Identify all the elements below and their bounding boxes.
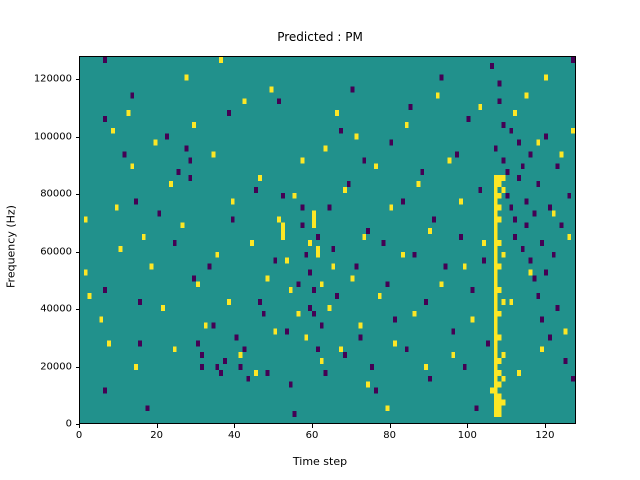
heatmap-image	[80, 57, 575, 423]
y-tick-mark	[75, 366, 79, 368]
y-tick-mark	[75, 309, 79, 310]
x-tick-mark	[544, 424, 546, 428]
x-tick-label: 60	[305, 430, 319, 441]
y-tick-label: 80000	[40, 188, 72, 200]
x-tick-mark	[156, 424, 158, 428]
y-tick-mark	[75, 424, 79, 425]
x-tick-mark	[79, 424, 80, 428]
y-tick-mark	[75, 194, 79, 195]
y-tick-mark	[75, 251, 79, 253]
x-tick-label: 0	[75, 430, 83, 441]
x-tick-label: 20	[150, 430, 164, 441]
y-tick-label: 60000	[40, 246, 72, 257]
x-axis-label: Time step	[292, 455, 348, 468]
y-tick-mark	[75, 136, 79, 138]
y-tick-label: 0	[65, 418, 72, 430]
y-tick-label: 40000	[40, 303, 72, 315]
x-tick-label: 120	[535, 430, 555, 441]
chart-title: Predicted : PM	[277, 30, 363, 44]
x-tick-label: 100	[457, 430, 477, 441]
y-tick-label: 100000	[33, 131, 72, 142]
heatmap-plot-area[interactable]	[79, 56, 576, 424]
x-tick-mark	[234, 424, 236, 428]
y-tick-mark	[75, 79, 79, 80]
x-tick-mark	[467, 424, 469, 428]
x-tick-mark	[311, 424, 313, 428]
x-tick-label: 80	[383, 430, 396, 441]
x-tick-label: 40	[227, 430, 241, 441]
y-tick-label: 120000	[33, 73, 72, 85]
y-tick-label: 20000	[40, 361, 72, 372]
x-tick-mark	[389, 424, 391, 428]
